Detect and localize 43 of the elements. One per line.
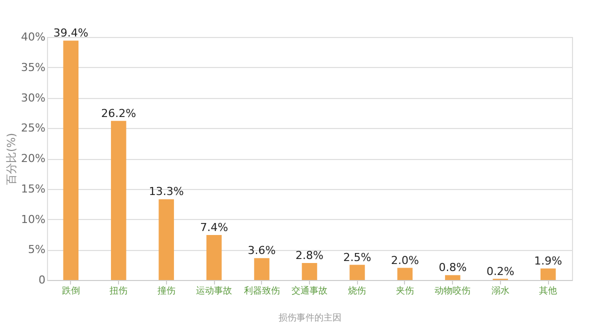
bar — [540, 268, 556, 280]
x-tick-label: 利器致伤 — [244, 286, 280, 296]
data-label: 0.8% — [438, 261, 467, 274]
bar — [397, 268, 413, 280]
x-tick-label: 运动事故 — [196, 286, 232, 296]
bar — [302, 262, 318, 280]
y-tick-label: 35% — [21, 60, 46, 74]
data-label: 26.2% — [101, 106, 136, 120]
data-label: 1.9% — [534, 254, 562, 268]
y-tick-label: 30% — [21, 91, 46, 104]
x-tick-label: 溺水 — [491, 286, 510, 296]
data-label: 2.5% — [343, 250, 372, 264]
data-label: 39.4% — [53, 26, 88, 40]
bar — [110, 120, 126, 280]
bar — [445, 275, 460, 280]
data-label: 3.6% — [248, 244, 276, 258]
data-label: 13.3% — [148, 185, 184, 198]
x-tick-label: 跌倒 — [62, 286, 80, 296]
bar — [63, 40, 78, 280]
data-label: 0.2% — [486, 264, 514, 278]
y-tick-label: 5% — [28, 243, 46, 256]
y-tick-label: 25% — [21, 122, 46, 135]
bar — [206, 235, 222, 280]
bar — [254, 258, 270, 280]
x-tick-label: 撞伤 — [157, 286, 176, 296]
y-tick-label: 10% — [21, 212, 46, 226]
x-tick-label: 扭伤 — [110, 286, 128, 296]
y-tick-label: 0 — [38, 274, 46, 286]
y-tick-label: 20% — [21, 152, 46, 165]
y-axis-title: 百分比(%) — [5, 132, 18, 186]
x-tick-label: 其他 — [539, 286, 558, 296]
y-tick-label: 15% — [21, 182, 46, 196]
x-tick-label: 夹伤 — [396, 286, 414, 296]
y-tick-label: 40% — [21, 30, 46, 44]
data-label: 7.4% — [200, 221, 228, 234]
x-tick-label: 烧伤 — [348, 286, 366, 296]
x-axis-title: 损伤事件的主因 — [278, 312, 342, 324]
data-label: 2.0% — [390, 254, 419, 267]
bar — [350, 264, 365, 280]
data-label: 2.8% — [296, 248, 324, 262]
bar — [158, 199, 174, 280]
x-tick-label: 动物咬伤 — [434, 286, 471, 296]
x-tick-label: 交通事故 — [292, 286, 328, 296]
